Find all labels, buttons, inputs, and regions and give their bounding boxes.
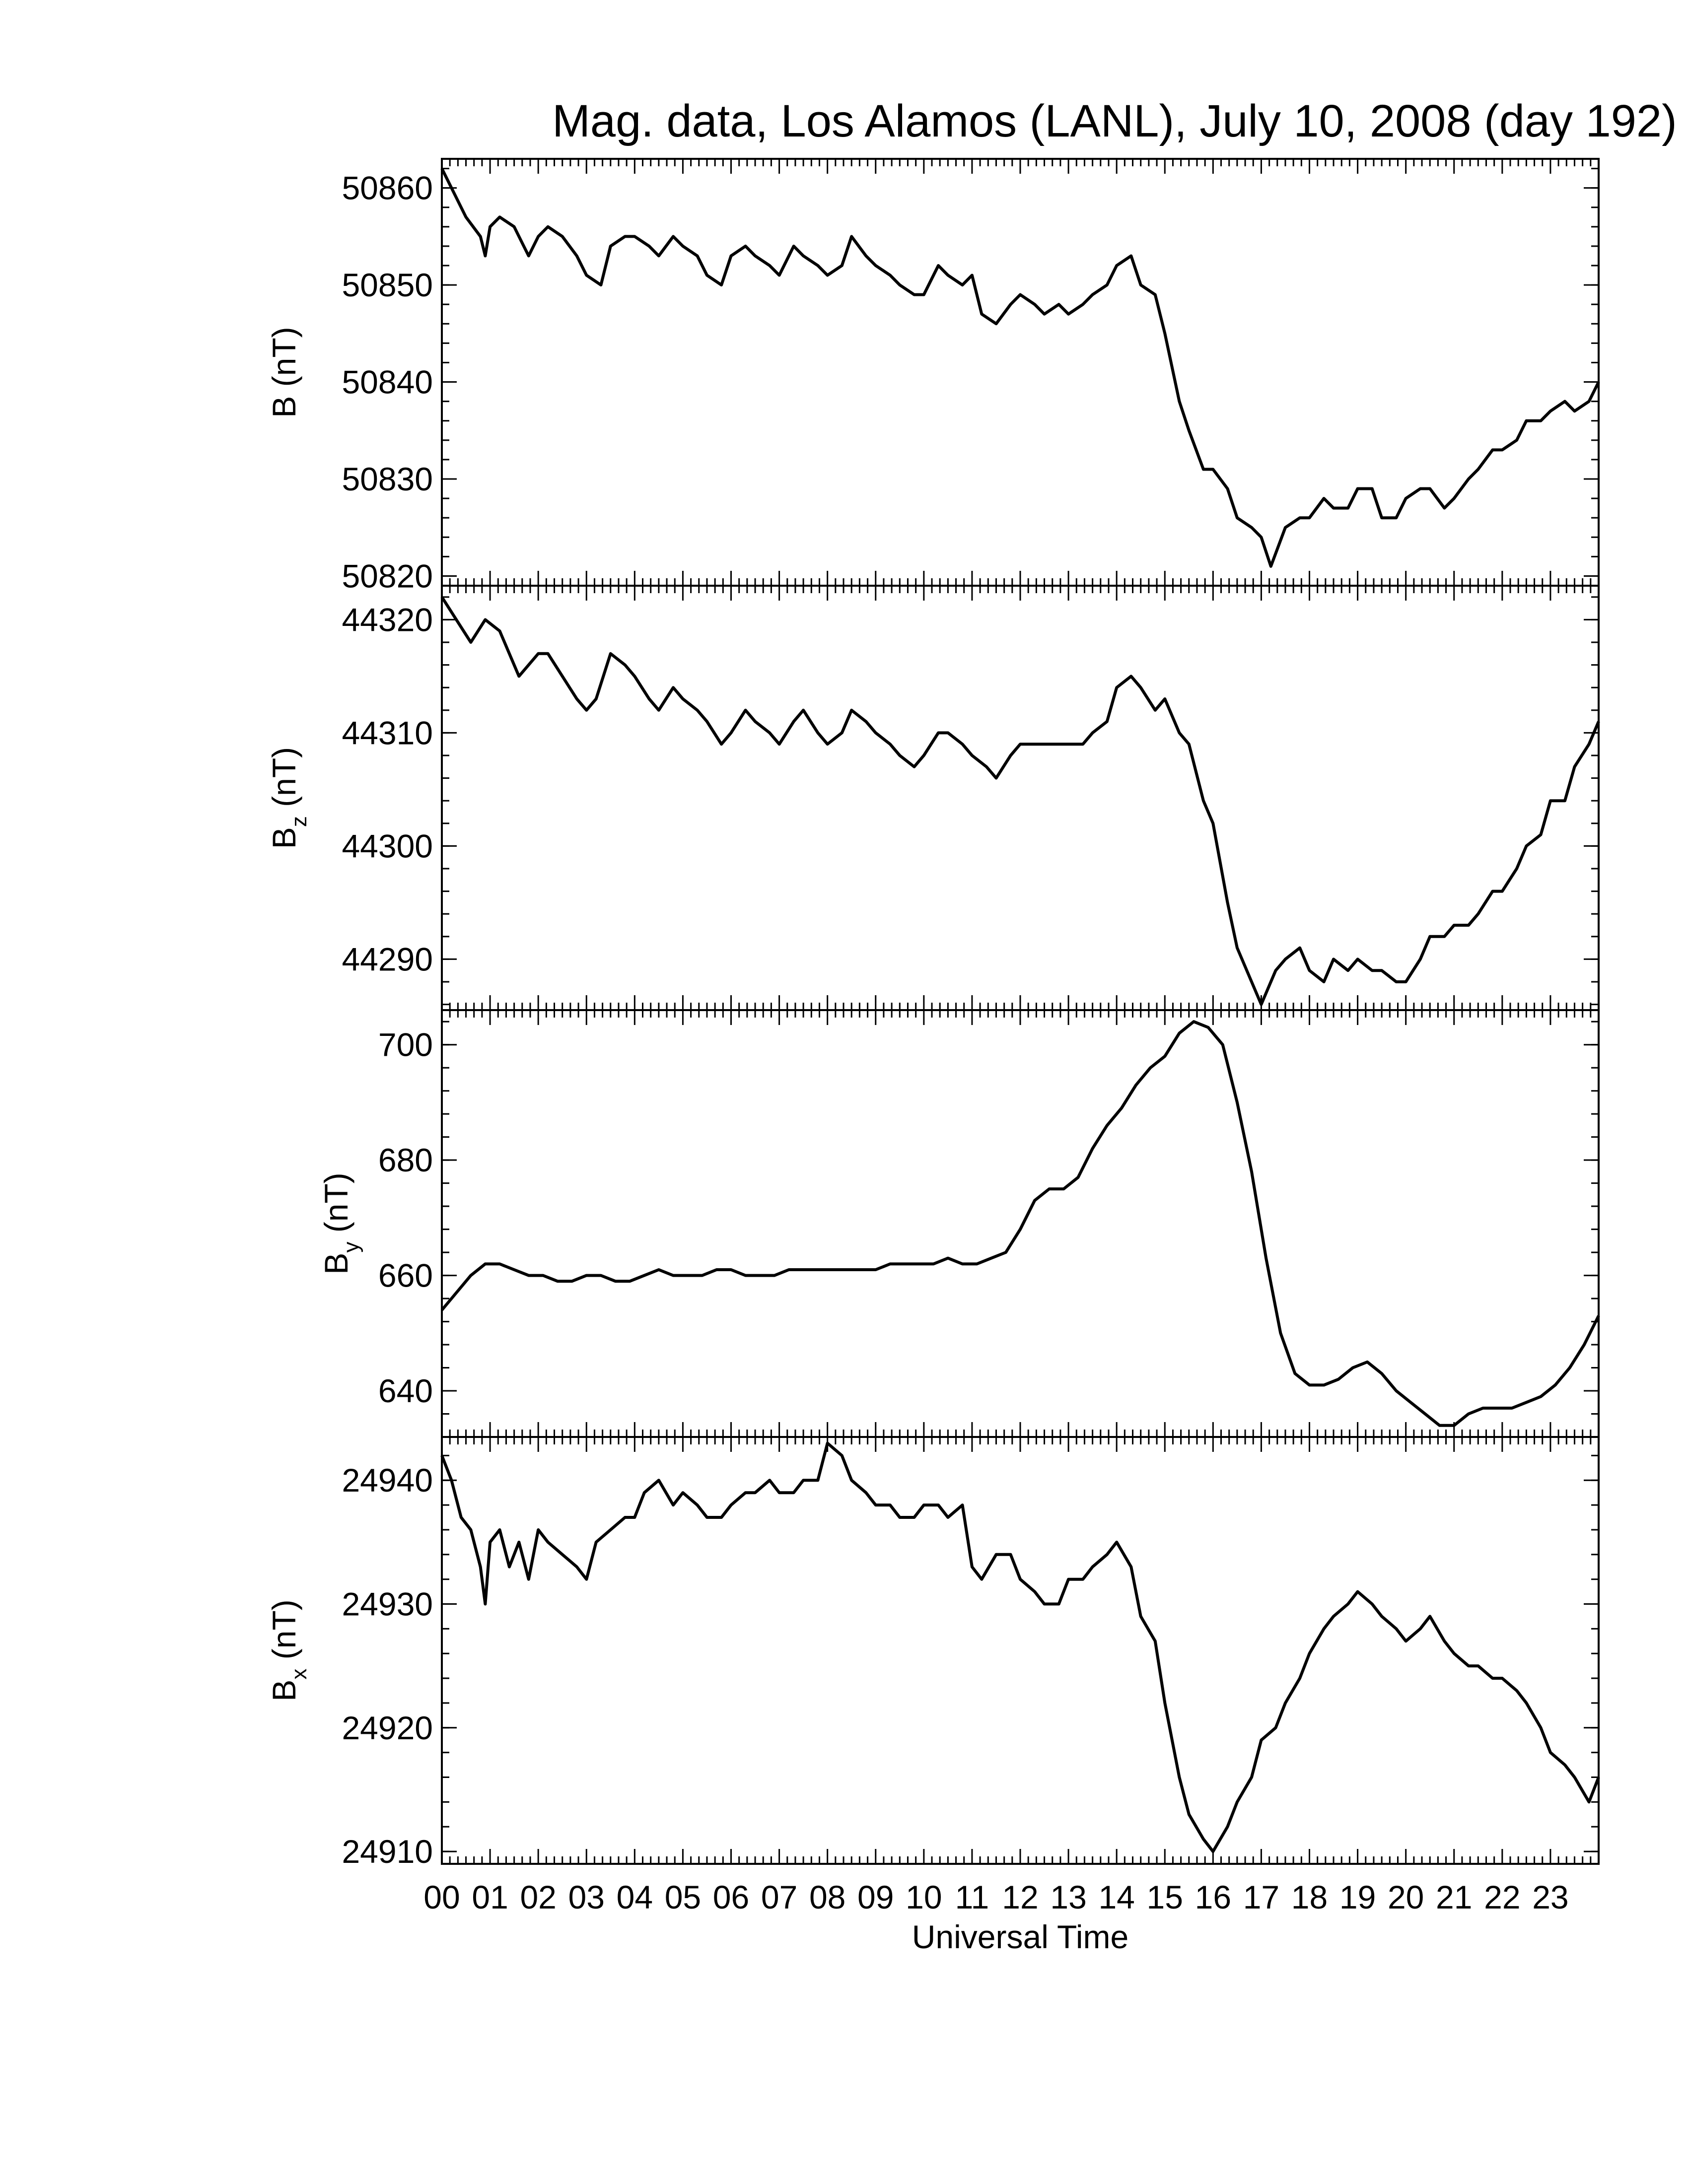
y-axis-label-By: By (nT)	[318, 1172, 363, 1274]
x-tick-label: 08	[809, 1879, 845, 1915]
panels: 50820 50830 50840 50850 50860 B (nT) 44290 4430…	[266, 158, 1600, 1870]
x-tick-label: 16	[1195, 1879, 1231, 1915]
x-axis-label: Universal Time	[912, 1918, 1128, 1955]
x-tick-label: 21	[1436, 1879, 1472, 1915]
x-tick-label: 22	[1484, 1879, 1520, 1915]
panel-frame	[441, 1009, 1600, 1438]
panel-frame	[441, 1436, 1600, 1865]
x-tick-label: 00	[423, 1879, 460, 1915]
panel-Bz: 44290 44300 44310 44320 Bz (nT)	[266, 585, 1600, 1011]
y-axis-label-main: B	[318, 1253, 354, 1275]
y-axis-label-Bx: Bx (nT)	[266, 1599, 311, 1701]
y-tick-label: 44300	[342, 827, 433, 864]
y-axis-label-B: B (nT)	[266, 327, 302, 417]
x-ticks	[441, 586, 1600, 1010]
y-tick-label: 50820	[342, 557, 433, 594]
y-ticks	[442, 596, 1599, 1006]
panel-Bx: 24910 24920 24930 24940 Bx (nT)	[266, 1436, 1600, 1870]
x-tick-label: 18	[1291, 1879, 1328, 1915]
series-line-Bz	[440, 596, 1600, 1006]
y-tick-label: 700	[378, 1026, 433, 1063]
y-tick-label: 44320	[342, 601, 433, 638]
x-tick-label: 11	[955, 1879, 989, 1915]
x-tick-label: 15	[1147, 1879, 1183, 1915]
y-axis-label-subscript: z	[287, 816, 311, 827]
y-ticks	[442, 1021, 1599, 1438]
y-ticks	[442, 1454, 1599, 1852]
y-axis-label-main: B	[266, 396, 302, 418]
series-line-B	[440, 168, 1600, 568]
x-ticks	[441, 159, 1600, 586]
y-tick-label: 24920	[342, 1709, 433, 1746]
x-tick-label: 02	[520, 1879, 556, 1915]
y-tick-label: 50860	[342, 170, 433, 206]
x-tick-label: 07	[761, 1879, 797, 1915]
x-ticks	[441, 1010, 1600, 1437]
y-axis-label-unit: (nT)	[266, 747, 302, 816]
series-line-Bx	[440, 1441, 1600, 1853]
y-axis-label-subscript: x	[287, 1669, 311, 1680]
x-tick-label: 06	[713, 1879, 749, 1915]
series-line-By	[440, 1020, 1600, 1427]
y-axis-label-unit: (nT)	[318, 1172, 354, 1241]
y-ticks	[442, 168, 1599, 577]
y-tick-label: 24910	[342, 1833, 433, 1870]
x-tick-label: 01	[472, 1879, 508, 1915]
x-tick-label: 17	[1243, 1879, 1279, 1915]
y-axis-label-main: B	[266, 1680, 302, 1702]
y-axis-label-subscript: y	[339, 1242, 363, 1253]
y-tick-label: 680	[378, 1142, 433, 1178]
y-tick-label: 50850	[342, 267, 433, 303]
y-axis-label-Bz: Bz (nT)	[266, 747, 311, 849]
panel-By: 640 660 680 700 By (nT)	[318, 1009, 1600, 1438]
x-tick-label: 20	[1388, 1879, 1424, 1915]
x-tick-labels: 00 01 02 03 04 05 06 07 08 09 10 11 12 13 14 15 16 17 18 19…	[423, 1879, 1568, 1915]
y-tick-label: 660	[378, 1257, 433, 1294]
x-ticks	[441, 1437, 1600, 1864]
x-tick-label: 04	[617, 1879, 653, 1915]
panel-frame	[441, 158, 1600, 587]
y-tick-label: 50840	[342, 364, 433, 401]
x-tick-label: 12	[1002, 1879, 1038, 1915]
x-tick-label: 19	[1339, 1879, 1376, 1915]
x-tick-label: 10	[906, 1879, 942, 1915]
y-tick-label: 44310	[342, 714, 433, 751]
x-tick-label: 05	[665, 1879, 701, 1915]
x-tick-label: 03	[568, 1879, 605, 1915]
y-tick-label: 50830	[342, 461, 433, 497]
panel-B: 50820 50830 50840 50850 50860 B (nT)	[266, 158, 1600, 594]
x-tick-label: 09	[857, 1879, 894, 1915]
x-tick-label: 23	[1532, 1879, 1568, 1915]
y-tick-label: 44290	[342, 941, 433, 977]
chart-title: Mag. data, Los Alamos (LANL), July 10, 2…	[552, 96, 1677, 146]
y-axis-label-unit: (nT)	[266, 327, 302, 396]
y-tick-label: 640	[378, 1372, 433, 1409]
y-tick-label: 24930	[342, 1586, 433, 1623]
y-tick-label: 24940	[342, 1462, 433, 1499]
y-axis-label-main: B	[266, 827, 302, 849]
y-axis-label-unit: (nT)	[266, 1599, 302, 1668]
x-tick-label: 14	[1098, 1879, 1134, 1915]
x-tick-label: 13	[1050, 1879, 1086, 1915]
